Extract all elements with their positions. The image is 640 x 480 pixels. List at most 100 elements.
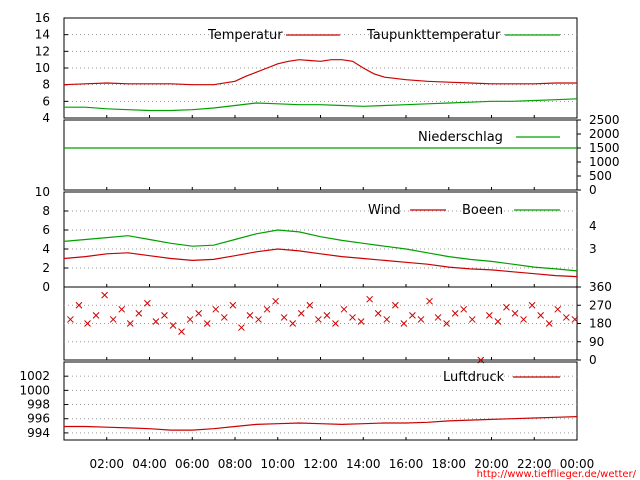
series-line-wind <box>63 248 578 278</box>
x-tick-label: 04:00 <box>132 457 167 471</box>
x-tick-label: 10:00 <box>260 457 295 471</box>
x-tick-label: 22:00 <box>517 457 552 471</box>
y-tick-label: 1000 <box>589 155 620 169</box>
y-tick-label: 0 <box>42 280 50 294</box>
y-tick-label: 10 <box>35 185 50 199</box>
y-tick-label: 4 <box>42 242 50 256</box>
y-tick-label: 2 <box>42 261 50 275</box>
wind-direction-marker <box>75 301 83 309</box>
legend-label: Niederschlag <box>418 130 503 145</box>
x-tick-label: 02:00 <box>89 457 124 471</box>
legend-label: Taupunkttemperatur <box>366 28 501 43</box>
wind-direction-marker <box>357 318 365 325</box>
panel-wind: 0 2 4 6 8 10 3 4 Wind Boeen <box>35 185 597 294</box>
y-tick-label: 2500 <box>589 113 620 127</box>
x-tick-label: 00:00 <box>560 457 595 471</box>
y-tick-label: 0 <box>589 353 597 367</box>
source-url-link[interactable]: http://www.tiefflieger.de/wetter/ <box>477 469 637 480</box>
y-tick-label: 996 <box>27 412 50 426</box>
y-tick-label: 14 <box>35 28 50 42</box>
y-tick-label: 2000 <box>589 127 620 141</box>
y-tick-label: 16 <box>35 11 50 25</box>
wind-direction-marker <box>186 316 194 323</box>
y-tick-label: 4 <box>42 111 50 125</box>
y-tick-label: 6 <box>42 94 50 108</box>
y-tick-label: 8 <box>42 204 50 218</box>
x-tick-label: 12:00 <box>303 457 338 471</box>
wind-direction-marker <box>255 316 262 323</box>
time-axis: 02:00 04:00 06:00 08:00 10:00 12:00 14:00 16:00… <box>89 457 594 471</box>
wind-direction-marker <box>391 301 399 309</box>
legend-label: Boeen <box>462 203 503 218</box>
wind-direction-marker <box>169 322 177 329</box>
legend-label: Temperatur <box>207 28 283 43</box>
y2-tick-label: 4 <box>589 219 597 233</box>
series-line-taupunkttemperatur <box>64 98 578 112</box>
wind-direction-marker <box>520 316 527 323</box>
wind-direction-marker <box>400 320 408 327</box>
x-tick-label: 08:00 <box>218 457 253 471</box>
wind-direction-marker <box>443 320 450 327</box>
wind-direction-marker <box>562 314 570 321</box>
wind-direction-marker <box>434 314 442 321</box>
wind-direction-marker <box>503 303 510 311</box>
y-tick-label: 90 <box>589 335 604 349</box>
y-tick-label: 1500 <box>589 141 620 155</box>
wind-direction-marker <box>366 295 374 303</box>
series-line-boeen <box>63 229 578 272</box>
wind-direction-marker <box>374 310 382 317</box>
wind-direction-marker <box>109 316 117 323</box>
wind-direction-marker <box>161 312 168 319</box>
wind-direction-marker <box>229 301 237 309</box>
y-tick-label: 6 <box>42 223 50 237</box>
wind-direction-marker <box>315 316 322 323</box>
wind-direction-marker <box>280 314 288 321</box>
wind-direction-marker <box>554 305 562 313</box>
y-tick-label: 360 <box>589 280 612 294</box>
wind-direction-marker <box>417 316 425 323</box>
wind-direction-marker <box>340 305 348 313</box>
wind-direction-marker <box>409 312 416 319</box>
panel-temperature: 4 6 8 10 12 14 16 Temperatur Taupunkttemperatur <box>35 11 578 125</box>
y-tick-label: 994 <box>27 426 50 440</box>
wind-direction-marker <box>349 314 356 321</box>
wind-direction-marker <box>84 320 91 327</box>
wind-direction-marker <box>571 316 579 323</box>
wind-direction-marker <box>203 320 211 327</box>
wind-direction-marker <box>426 297 433 305</box>
wind-direction-marker <box>383 316 391 323</box>
wind-direction-marker <box>494 318 502 325</box>
wind-direction-marker <box>468 316 476 323</box>
wind-direction-marker <box>144 299 151 307</box>
wind-direction-marker <box>220 314 228 321</box>
y-tick-label: 12 <box>35 44 50 58</box>
y-tick-label: 1000 <box>19 383 50 397</box>
x-tick-label: 18:00 <box>431 457 466 471</box>
x-tick-label: 14:00 <box>346 457 381 471</box>
wind-direction-marker <box>306 301 314 309</box>
wind-direction-marker <box>126 320 134 327</box>
wind-direction-marker <box>486 312 493 319</box>
y-tick-label: 1002 <box>19 369 50 383</box>
wind-direction-marker <box>238 324 245 331</box>
wind-direction-marker <box>263 305 271 313</box>
x-tick-label: 06:00 <box>175 457 210 471</box>
series-line-temperatur <box>63 59 577 86</box>
wind-direction-marker <box>511 310 519 317</box>
x-tick-label: 16:00 <box>389 457 424 471</box>
y-tick-label: 500 <box>589 169 612 183</box>
wind-direction-marker <box>289 320 297 327</box>
wind-direction-marker <box>195 310 203 317</box>
x-tick-label: 20:00 <box>474 457 509 471</box>
y-tick-label: 10 <box>35 61 50 75</box>
wind-direction-marker <box>101 291 108 299</box>
wind-direction-marker <box>537 312 545 319</box>
wind-direction-marker <box>545 320 553 327</box>
y-tick-label: 8 <box>42 78 50 92</box>
wind-direction-marker <box>92 312 100 319</box>
wind-direction-marker <box>460 305 468 313</box>
wind-direction-marker <box>451 310 459 317</box>
